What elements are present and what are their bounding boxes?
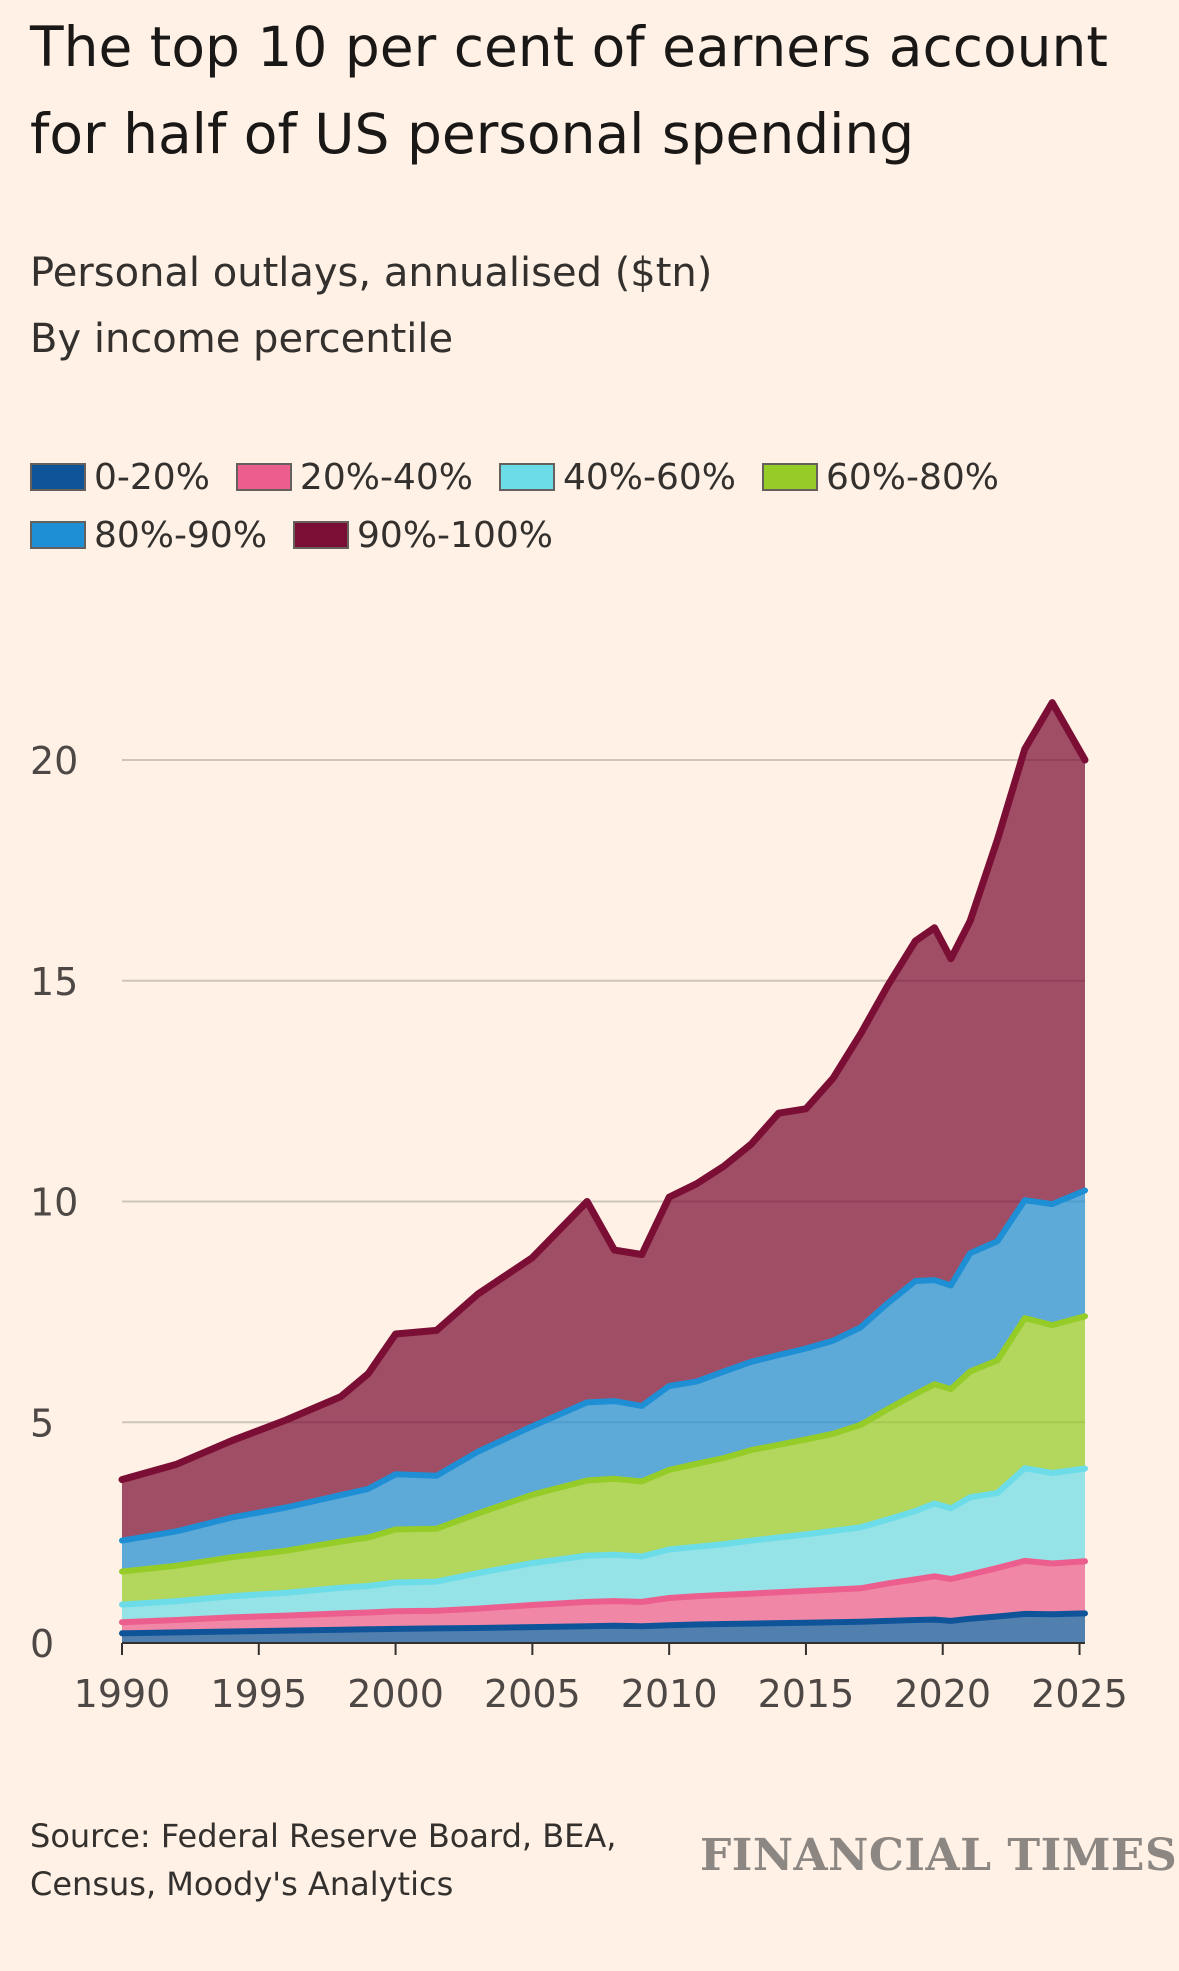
axes: 0 5 10 15 20 1990 1995 2000 2005 2010 2015 2020 2025 [30, 739, 1128, 1716]
legend-swatch-90-100 [293, 521, 350, 549]
source-note: Source: Federal Reserve Board, BEA, Cens… [30, 1817, 617, 1903]
x-tick-label-2015: 2015 [758, 1672, 855, 1716]
line-40-60 [119, 1465, 1088, 1608]
legend-item-90-100: 90%-100% [293, 510, 553, 560]
chart-subtitle-secondary: By income percentile [30, 316, 454, 362]
legend-swatch-40-60 [498, 463, 555, 491]
legend-swatch-60-80 [761, 463, 818, 491]
legend-label-60-80: 60%-80% [825, 456, 1000, 498]
y-tick-label-10: 10 [30, 1181, 78, 1225]
y-tick-label-0: 0 [30, 1622, 54, 1666]
x-tick-label-2025: 2025 [1031, 1672, 1128, 1716]
legend-item-80-90: 80%-90% [30, 510, 267, 560]
area-60-80 [122, 1316, 1085, 1605]
legend-item-60-80: 60%-80% [761, 452, 1000, 502]
area-90-100 [122, 702, 1085, 1541]
y-tick-label-20: 20 [30, 739, 78, 783]
chart-subtitle: Personal outlays, annualised ($tn) [30, 250, 713, 296]
legend-item-20-40: 20%-40% [235, 452, 473, 502]
chart-title: The top 10 per cent of earners account f… [30, 15, 1108, 166]
legend-label-20-40: 20%-40% [299, 456, 473, 498]
area-series [122, 702, 1085, 1643]
x-tick-label-2010: 2010 [621, 1672, 718, 1716]
legend-swatch-80-90 [30, 521, 86, 549]
legend-label-0-20: 0-20% [94, 456, 210, 498]
legend-item-0-20: 0-20% [30, 452, 210, 502]
y-tick-label-5: 5 [30, 1401, 54, 1445]
x-tick-label-2005: 2005 [484, 1672, 581, 1716]
legend-label-90-100: 90%-100% [357, 514, 553, 556]
line-80-90 [119, 1187, 1088, 1544]
area-80-90 [122, 1190, 1085, 1572]
y-tick-label-15: 15 [30, 960, 78, 1004]
line-60-80 [119, 1313, 1088, 1575]
legend-label-80-90: 80%-90% [94, 514, 268, 556]
x-tick-label-1990: 1990 [74, 1672, 171, 1716]
stacked-area-chart: 0 5 10 15 20 1990 1995 2000 2005 2010 2015 2020 2025 [30, 699, 1128, 1716]
legend-label-40-60: 40%-60% [562, 456, 736, 498]
x-tick-label-2000: 2000 [347, 1672, 444, 1716]
legend-item-40-60: 40%-60% [498, 452, 736, 502]
x-tick-label-2020: 2020 [894, 1672, 991, 1716]
series-outlines [118, 699, 1089, 1637]
legend-swatch-0-20 [30, 463, 86, 491]
line-0-20 [119, 1610, 1088, 1637]
chart-legend: 0-20% 20%-40% 40%-60% 60%-80% 80%-90% 90… [30, 452, 1150, 560]
ft-logo: FINANCIAL TIMES [700, 1830, 1178, 1881]
x-tick-label-1995: 1995 [210, 1672, 307, 1716]
line-20-40 [119, 1557, 1088, 1626]
chart-subtitle-block: Personal outlays, annualised ($tn) By in… [30, 240, 712, 372]
line-90-100 [118, 699, 1089, 1484]
area-40-60 [122, 1468, 1085, 1623]
legend-swatch-20-40 [235, 463, 292, 491]
